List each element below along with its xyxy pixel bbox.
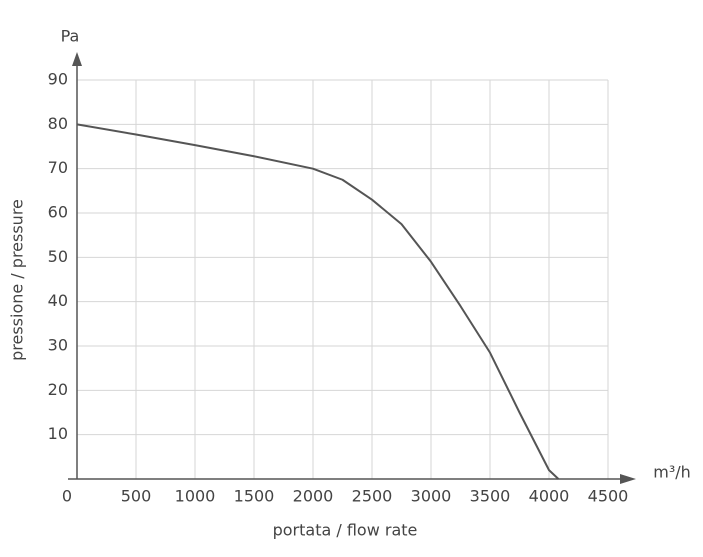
y-tick-label: 20 [48,380,68,399]
x-tick-label: 1500 [234,487,275,506]
y-tick-label: 30 [48,336,68,355]
x-tick-label: 3500 [470,487,511,506]
y-tick-label: 60 [48,203,68,222]
y-tick-label: 70 [48,158,68,177]
grid [76,79,609,479]
x-tick-label: 3000 [411,487,452,506]
y-axis-label: pressione / pressure [8,199,27,361]
x-arrow [620,474,636,484]
x-tick-label: 500 [121,487,152,506]
y-tick-label: 80 [48,114,68,133]
x-tick-label: 2000 [293,487,334,506]
x-unit: m³/h [653,463,691,482]
line [76,123,560,480]
y-tick-label: 50 [48,247,68,266]
x-tick-label: 0 [62,487,72,506]
y-tick-label: 10 [48,424,68,443]
y-arrow [72,52,82,66]
x-tick-label: 2500 [352,487,393,506]
x-tick-label: 4000 [529,487,570,506]
y-tick-label: 90 [48,70,68,89]
y-unit: Pa [61,27,80,46]
x-axis-label: portata / flow rate [273,521,418,540]
x-tick-label: 1000 [175,487,216,506]
y-tick-label: 40 [48,291,68,310]
x-tick-label: 4500 [588,487,629,506]
